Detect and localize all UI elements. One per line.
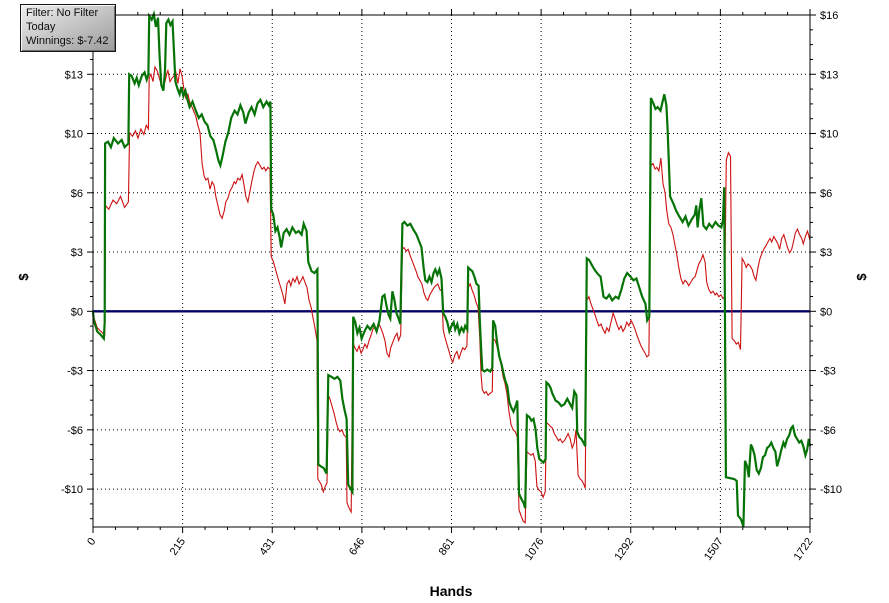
y-tick-label-left: -$10: [61, 484, 83, 496]
y-tick-label-right: $0: [820, 306, 832, 318]
x-tick-label: 1076: [523, 536, 547, 563]
gridlines: [93, 15, 810, 527]
y-tick-label-left: $6: [71, 188, 83, 200]
y-tick-label-right: $3: [820, 247, 832, 259]
y-tick-label-right: $16: [820, 10, 838, 22]
y-tick-label-right: $10: [820, 129, 838, 141]
x-tick-label: 1507: [702, 536, 726, 563]
x-tick-label: 215: [168, 536, 188, 558]
x-axis-title: Hands: [430, 583, 473, 599]
x-tick-label: 1722: [792, 536, 816, 563]
y-tick-label-right: $13: [820, 69, 838, 81]
total-winnings-green-line: [91, 9, 812, 527]
x-tick-label: 0: [85, 536, 98, 548]
y-tick-label-right: -$3: [820, 366, 836, 378]
y-tick-label-left: -$6: [67, 425, 83, 437]
y-tick-label-left: $10: [65, 129, 83, 141]
x-tick-label: 1292: [612, 536, 636, 563]
y-tick-label-left: -$3: [67, 366, 83, 378]
legend-box: Filter: No Filter Today Winnings: $-7.42: [20, 4, 116, 52]
y-tick-label-left: $13: [65, 69, 83, 81]
y-tick-label-right: $6: [820, 188, 832, 200]
x-tick-label: 431: [257, 536, 277, 558]
y-tick-label-left: $3: [71, 247, 83, 259]
chart-series: [91, 9, 812, 527]
y-axis-title-left: $: [16, 273, 31, 281]
x-tick-label: 861: [437, 536, 457, 558]
y-tick-label-right: -$6: [820, 425, 836, 437]
y-tick-label-right: -$10: [820, 484, 842, 496]
legend-filter-line: Filter: No Filter: [26, 7, 99, 19]
y-axis-title-right: $: [854, 273, 869, 281]
legend-period-line: Today: [26, 21, 56, 33]
y-tick-label-left: $0: [71, 306, 83, 318]
x-tick-label: 646: [347, 536, 367, 558]
showdown-winnings-red-line: [92, 65, 811, 524]
legend-winnings-line: Winnings: $-7.42: [26, 35, 109, 47]
